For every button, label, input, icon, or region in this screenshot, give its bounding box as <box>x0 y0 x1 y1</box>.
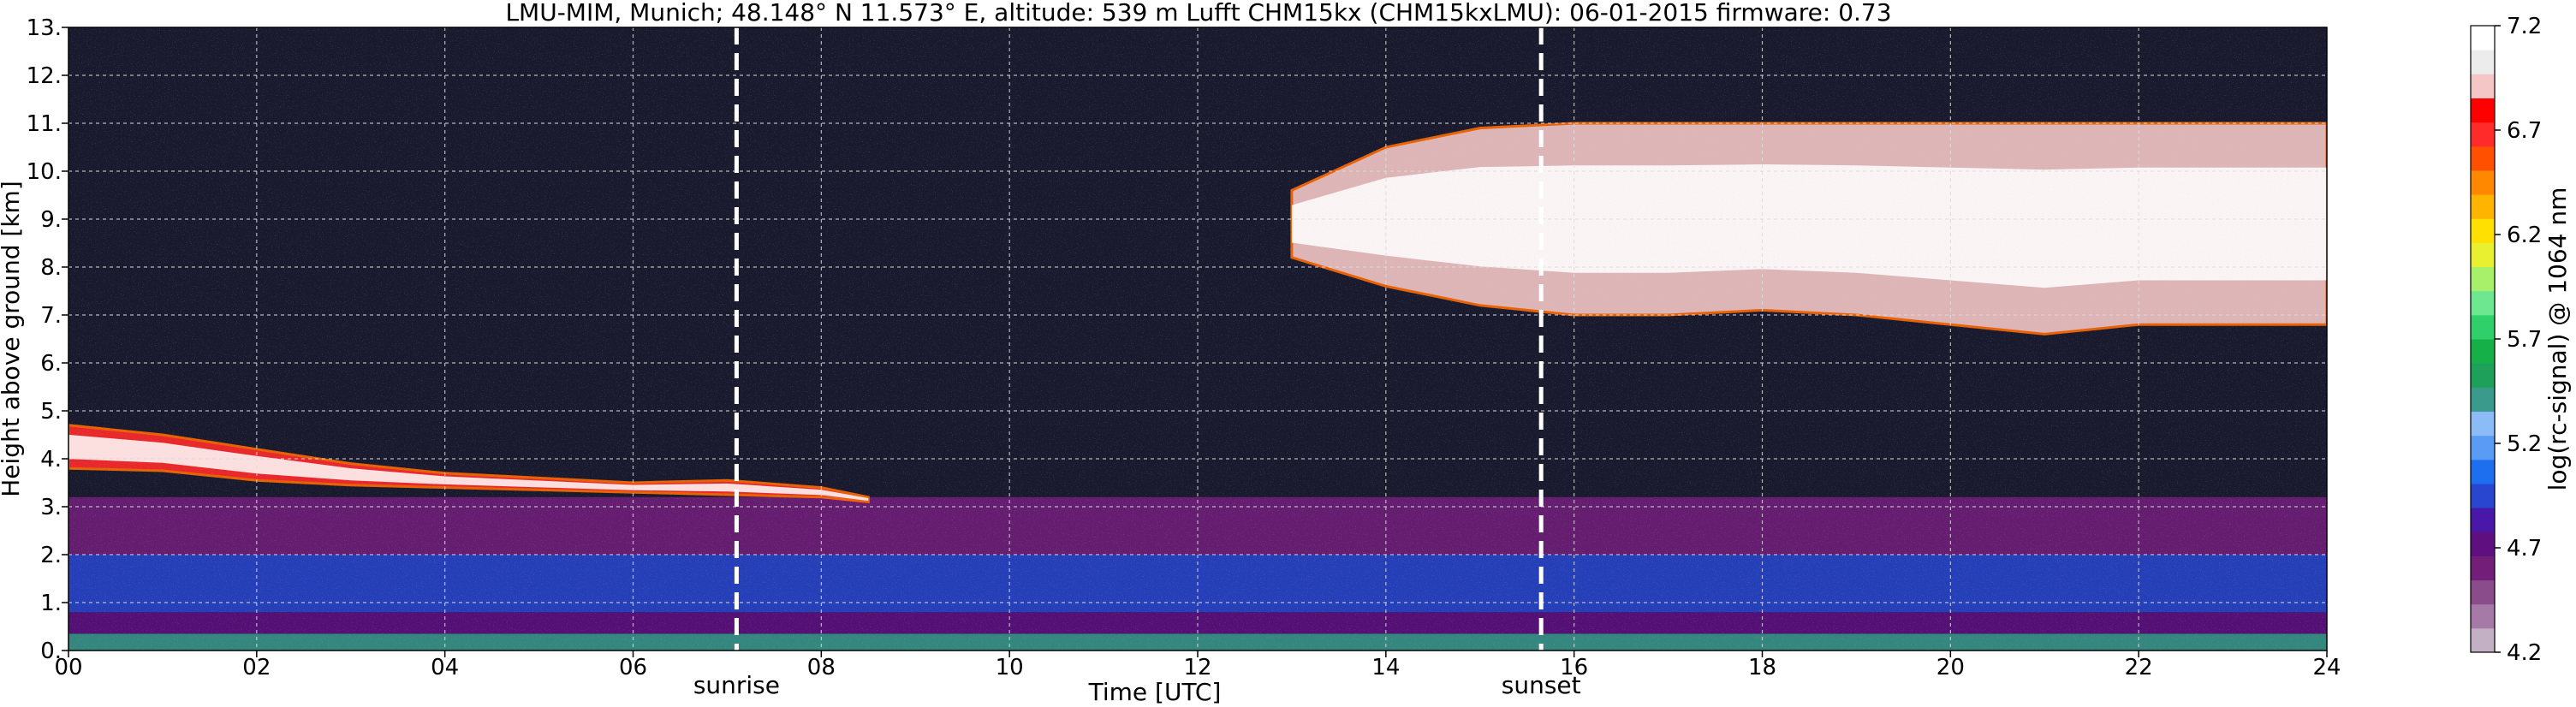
colorbar-level <box>2471 26 2495 50</box>
y-tick-label: 12. <box>27 63 62 89</box>
x-tick-label: 06 <box>619 655 647 680</box>
grid-lines <box>68 27 2327 651</box>
colorbar-level <box>2471 122 2495 147</box>
y-tick-label: 13. <box>27 15 62 41</box>
event-label-sunrise: sunrise <box>693 671 780 699</box>
colorbar-level <box>2471 627 2495 653</box>
y-tick-label: 1. <box>40 591 62 616</box>
x-tick-label: 14 <box>1371 655 1400 680</box>
colorbar-level <box>2471 411 2495 437</box>
y-tick-label: 10. <box>27 159 62 185</box>
colorbar-level <box>2471 603 2495 629</box>
colorbar-tick-label: 6.7 <box>2507 118 2542 144</box>
x-tick-label: 12 <box>1183 655 1211 680</box>
colorbar-level <box>2471 74 2495 98</box>
x-tick-label: 04 <box>431 655 459 680</box>
y-tick-label: 11. <box>27 111 62 137</box>
colorbar-level <box>2471 146 2495 171</box>
colorbar-title: log(rc-signal) @ 1064 nm <box>2543 187 2572 491</box>
colorbar-level <box>2471 483 2495 508</box>
colorbar-level <box>2471 242 2495 268</box>
colorbar-level <box>2471 290 2495 316</box>
x-axis-ticks: 00 02 04 06 08 10 12 14 16 18 20 22 24 <box>54 651 2341 680</box>
x-tick-label: 00 <box>54 655 82 680</box>
plot-area <box>68 27 2327 651</box>
colorbar-level <box>2471 218 2495 243</box>
y-tick-label: 8. <box>40 255 62 281</box>
y-axis-title: Height above ground [km] <box>0 181 25 497</box>
colorbar-tick-label: 4.2 <box>2507 640 2542 666</box>
x-tick-label: 02 <box>242 655 271 680</box>
colorbar-tick-label: 5.2 <box>2507 431 2542 457</box>
x-tick-label: 10 <box>996 655 1024 680</box>
y-tick-label: 4. <box>40 447 62 472</box>
colorbar-level <box>2471 339 2495 364</box>
colorbar-level <box>2471 508 2495 532</box>
event-label-sunset: sunset <box>1502 671 1581 699</box>
y-tick-label: 2. <box>40 543 62 568</box>
event-lines <box>734 27 1544 651</box>
y-tick-label: 3. <box>40 495 62 520</box>
colorbar-level <box>2471 363 2495 388</box>
colorbar-ticks: 4.2 4.7 5.2 5.7 6.2 6.7 7.2 <box>2495 14 2542 666</box>
colorbar-tick-label: 4.7 <box>2507 536 2542 561</box>
y-tick-label: 9. <box>40 207 62 233</box>
colorbar-level <box>2471 387 2495 412</box>
colorbar-tick-label: 7.2 <box>2507 14 2542 39</box>
colorbar-level <box>2471 266 2495 292</box>
y-tick-label: 5. <box>40 399 62 425</box>
event-labels: sunrise sunset <box>693 671 1581 699</box>
colorbar-level <box>2471 50 2495 74</box>
colorbar-level <box>2471 435 2495 460</box>
x-tick-label: 16 <box>1560 655 1588 680</box>
colorbar-level <box>2471 194 2495 219</box>
x-tick-label: 20 <box>1936 655 1965 680</box>
x-tick-label: 22 <box>2125 655 2153 680</box>
x-tick-label: 08 <box>807 655 836 680</box>
colorbar <box>2470 25 2496 653</box>
y-axis-ticks: 0. 1. 2. 3. 4. 5. 6. 7. 8. 9. 10. 11. 12. 13. <box>27 15 68 664</box>
y-tick-label: 6. <box>40 351 62 377</box>
x-axis-title: Time [UTC] <box>1088 678 1222 706</box>
x-tick-label: 18 <box>1748 655 1776 680</box>
colorbar-level <box>2471 556 2495 581</box>
colorbar-level <box>2471 169 2495 195</box>
colorbar-level <box>2471 314 2495 340</box>
colorbar-level <box>2471 459 2495 484</box>
y-tick-label: 7. <box>40 303 62 329</box>
colorbar-tick-label: 6.2 <box>2507 223 2542 248</box>
colorbar-level <box>2471 532 2495 556</box>
chart-title: LMU-MIM, Munich; 48.148° N 11.573° E, al… <box>505 0 1891 27</box>
y-tick-label: 0. <box>40 639 62 664</box>
colorbar-tick-label: 5.7 <box>2507 327 2542 353</box>
colorbar-level <box>2471 98 2495 123</box>
x-tick-label: 24 <box>2312 655 2341 680</box>
colorbar-level <box>2471 579 2495 605</box>
